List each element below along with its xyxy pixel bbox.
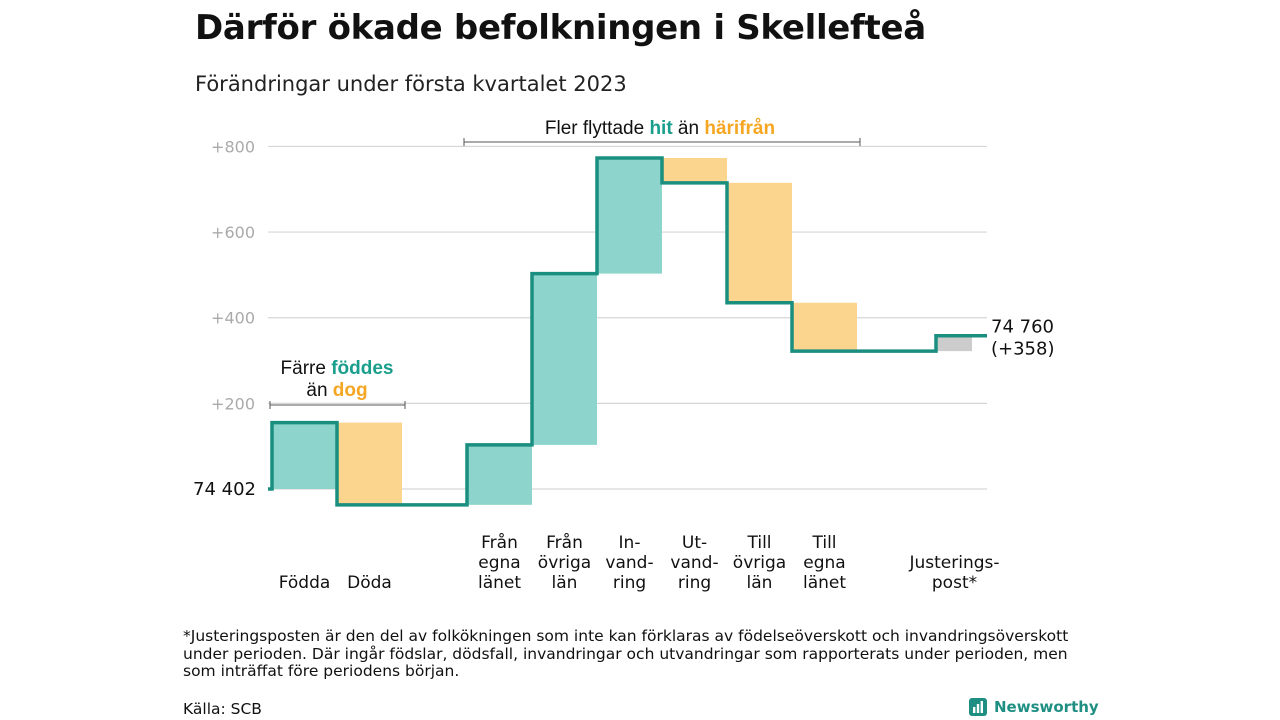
category-label: vand-: [605, 553, 653, 573]
category-label: Från: [546, 532, 583, 553]
annotation-born-died-line2: än dog: [306, 380, 367, 401]
y-tick-label: +200: [211, 394, 255, 413]
category-label: In-: [619, 533, 641, 553]
waterfall-bar: [662, 158, 727, 183]
category-label: län: [747, 573, 773, 593]
category-label: post*: [932, 573, 977, 593]
category-label: vand-: [670, 553, 718, 573]
source-label: Källa: SCB: [183, 700, 262, 718]
category-label: länet: [478, 573, 521, 593]
bar-chart-icon: [969, 698, 987, 716]
category-label: övriga: [538, 553, 591, 573]
y-tick-label: +600: [211, 223, 255, 242]
category-label: egna: [478, 553, 520, 573]
category-label: ring: [613, 573, 646, 593]
end-value-label: (+358): [991, 339, 1054, 360]
waterfall-bar: [532, 273, 597, 445]
end-value-label: 74 760: [991, 317, 1054, 338]
y-tick-label: +400: [211, 309, 255, 328]
waterfall-bar: [272, 422, 337, 489]
y-tick-label: +800: [211, 137, 255, 156]
footnote: *Justeringsposten är den del av folkökni…: [183, 627, 1069, 680]
category-label: Ut-: [682, 533, 707, 553]
start-value-label: 74 402: [193, 479, 256, 500]
category-label: Döda: [347, 573, 392, 593]
chart-title: Därför ökade befolkningen i Skellefteå: [195, 8, 926, 48]
brand-logo: Newsworthy: [968, 697, 1099, 717]
brand-name: Newsworthy: [994, 698, 1099, 716]
waterfall-bar: [597, 158, 662, 274]
category-label: övriga: [733, 553, 786, 573]
waterfall-bar: [936, 335, 972, 352]
category-label: Till: [746, 533, 771, 553]
waterfall-bar: [727, 182, 792, 303]
category-label: Till: [811, 533, 836, 553]
category-label: Justerings-: [908, 553, 999, 573]
waterfall-bar: [337, 422, 402, 505]
category-label: Från: [481, 532, 518, 553]
chart-subtitle: Förändringar under första kvartalet 2023: [195, 72, 627, 96]
category-label: egna: [803, 553, 845, 573]
waterfall-bar: [792, 302, 857, 352]
category-label: Födda: [279, 573, 331, 593]
annotation-migration: Fler flyttade hit än härifrån: [545, 118, 775, 139]
category-label: ring: [678, 573, 711, 593]
annotation-born-died-line1: Färre föddes: [281, 358, 394, 379]
cumulative-step-line: [268, 156, 987, 507]
waterfall-bar: [467, 444, 532, 505]
category-label: län: [552, 573, 578, 593]
category-label: länet: [803, 573, 846, 593]
